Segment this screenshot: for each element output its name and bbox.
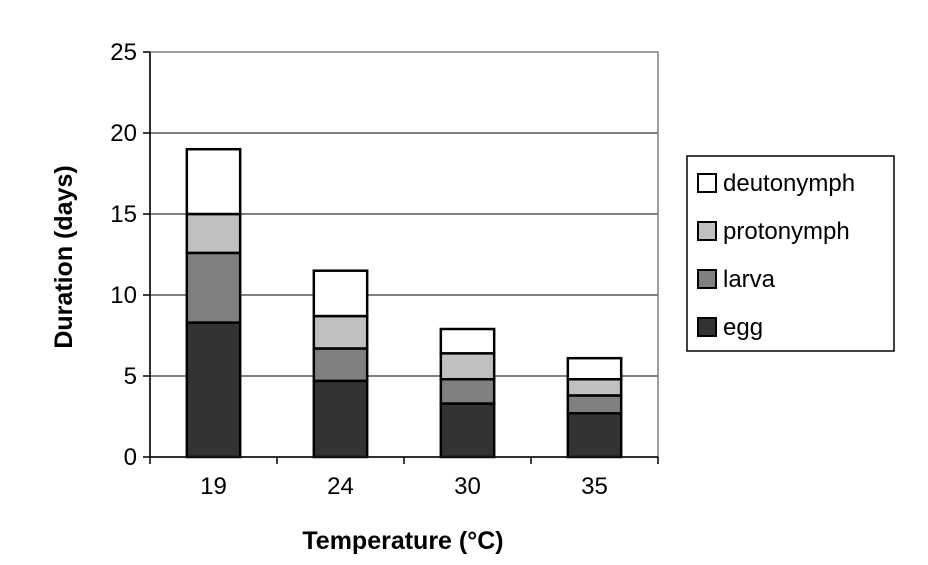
x-tick-label: 24	[327, 473, 354, 500]
bar-egg-30	[439, 402, 496, 459]
axes	[143, 51, 659, 464]
y-tick-labels: 0 5 10 15 20 25	[110, 39, 137, 471]
bar-protonymph-19	[185, 212, 242, 255]
legend-swatch-egg	[697, 317, 717, 337]
bar-larva-24	[312, 347, 369, 383]
y-tick-label: 5	[124, 363, 137, 390]
bar-protonymph-24	[312, 314, 369, 350]
y-tick-label: 10	[110, 282, 137, 309]
bar-deutonymph-24	[312, 269, 369, 318]
legend-label-deutonymph: deutonymph	[723, 170, 855, 197]
bar-larva-19	[185, 251, 242, 324]
x-tick-label: 30	[454, 473, 481, 500]
bar-protonymph-30	[439, 352, 496, 381]
bar-deutonymph-30	[439, 327, 496, 355]
y-tick-label: 25	[110, 39, 137, 66]
legend-label-protonymph: protonymph	[723, 218, 850, 245]
legend-swatch-deutonymph	[697, 173, 717, 193]
bar-deutonymph-35	[566, 356, 623, 381]
x-tick-label: 35	[581, 473, 608, 500]
bar-egg-24	[312, 379, 369, 459]
bar-egg-35	[566, 412, 623, 459]
legend-label-egg: egg	[723, 314, 763, 341]
legend-box	[686, 155, 895, 352]
bar-larva-35	[566, 394, 623, 415]
legend-swatch-protonymph	[697, 221, 717, 241]
bar-egg-19	[185, 321, 242, 459]
y-tick-label: 15	[110, 201, 137, 228]
y-tick-label: 0	[124, 444, 137, 471]
y-axis-title: Duration (days)	[50, 165, 78, 348]
bar-protonymph-35	[566, 377, 623, 397]
bar-deutonymph-19	[185, 147, 242, 216]
legend-swatch-larva	[697, 269, 717, 289]
x-tick-label: 19	[200, 473, 227, 500]
y-tick-label: 20	[110, 120, 137, 147]
x-axis-title: Temperature (°C)	[302, 527, 503, 555]
bars	[185, 147, 623, 459]
legend: deutonymph protonymph larva egg	[686, 155, 895, 352]
legend-label-larva: larva	[723, 266, 776, 293]
bar-larva-30	[439, 377, 496, 405]
x-tick-labels: 19 24 30 35	[200, 473, 608, 500]
